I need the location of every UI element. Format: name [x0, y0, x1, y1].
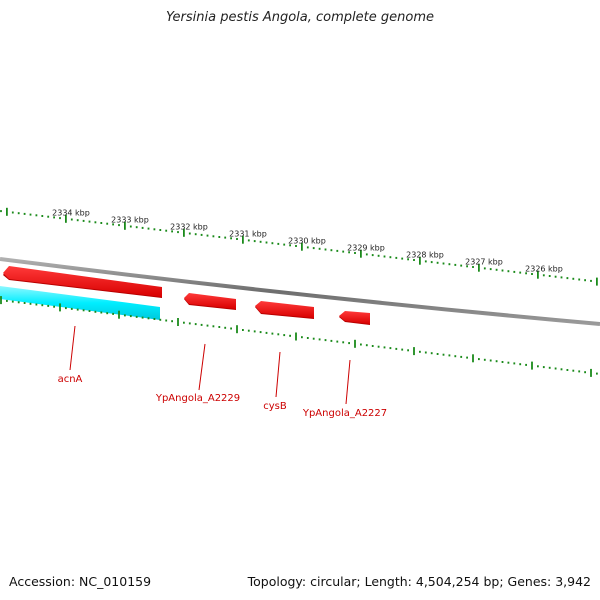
leader-line-YpAngola_A2229	[198, 343, 206, 391]
gene-label-YpAngola_A2227: YpAngola_A2227	[302, 408, 387, 419]
accession-text: Accession: NC_010159	[9, 574, 152, 589]
genome-summary-text: Topology: circular; Length: 4,504,254 bp…	[247, 574, 591, 589]
gene-label-acnA: acnA	[58, 374, 83, 385]
genome-backbone	[0, 257, 600, 326]
kbp-label: 2334 kbp	[52, 208, 90, 217]
kbp-label: 2326 kbp	[525, 264, 563, 273]
gene-arrow-YpAngola_A2227	[339, 311, 370, 325]
kbp-label: 2330 kbp	[288, 236, 326, 245]
gene-forward-cyan	[0, 286, 160, 320]
kbp-label: 2332 kbp	[170, 222, 208, 231]
gene-arrow-acnA	[3, 266, 162, 298]
gene-label-YpAngola_A2229: YpAngola_A2229	[155, 393, 240, 404]
gene-arrow-YpAngola_A2229	[184, 293, 236, 310]
kbp-label: 2328 kbp	[406, 250, 444, 259]
kbp-label: 2327 kbp	[465, 257, 503, 266]
leader-line-YpAngola_A2227	[345, 359, 351, 405]
kbp-label: 2333 kbp	[111, 215, 149, 224]
leader-line-cysB	[275, 351, 281, 398]
kbp-label: 2329 kbp	[347, 243, 385, 252]
upper-tick-ruler	[0, 207, 598, 286]
lower-tick-ruler	[0, 296, 598, 377]
kbp-label: 2331 kbp	[229, 229, 267, 238]
leader-line-acnA	[69, 325, 76, 371]
map-title: Yersinia pestis Angola, complete genome	[166, 10, 434, 25]
kbp-label-group: 2334 kbp 2333 kbp 2332 kbp 2331 kbp 2330 kbp…	[52, 208, 563, 273]
gene-label-cysB: cysB	[263, 401, 287, 412]
gene-arrow-cysB	[255, 301, 314, 319]
